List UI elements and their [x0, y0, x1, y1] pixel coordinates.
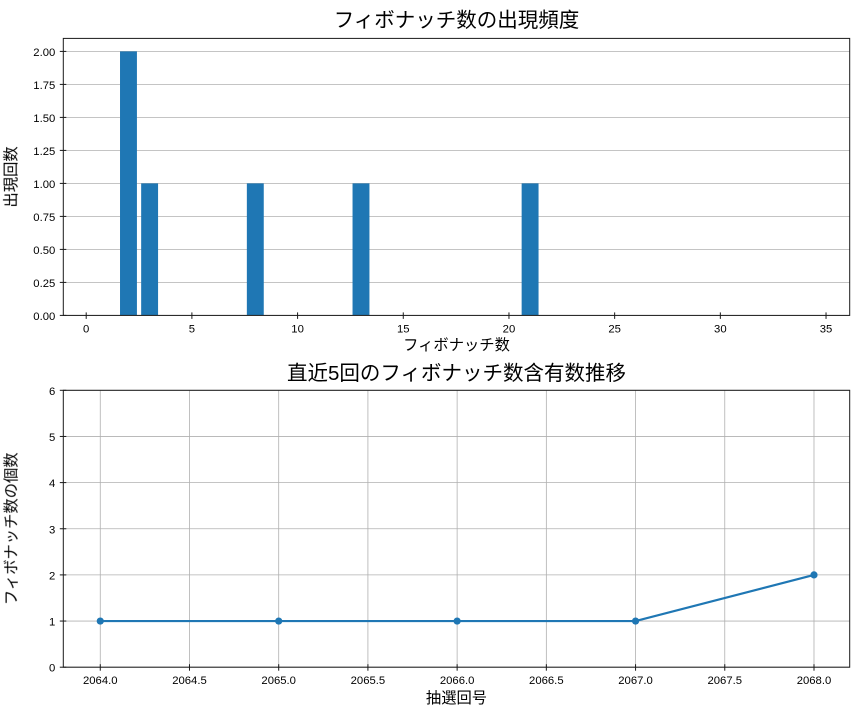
svg-text:2065.5: 2065.5 [351, 675, 386, 687]
svg-text:2067.5: 2067.5 [707, 675, 742, 687]
svg-text:5: 5 [189, 323, 195, 335]
svg-text:フィボナッチ数: フィボナッチ数 [403, 337, 510, 354]
svg-text:0.75: 0.75 [33, 212, 55, 224]
svg-text:1.00: 1.00 [33, 179, 55, 191]
svg-text:1: 1 [49, 617, 55, 629]
svg-text:2068.0: 2068.0 [797, 675, 832, 687]
svg-text:1.75: 1.75 [33, 80, 55, 92]
svg-text:25: 25 [608, 323, 621, 335]
svg-text:20: 20 [503, 323, 516, 335]
svg-text:2064.0: 2064.0 [83, 675, 118, 687]
svg-text:10: 10 [291, 323, 304, 335]
svg-text:抽選回号: 抽選回号 [426, 690, 487, 707]
svg-text:2.00: 2.00 [33, 47, 55, 59]
svg-text:1.25: 1.25 [33, 146, 55, 158]
svg-text:0: 0 [83, 323, 89, 335]
svg-text:2066.5: 2066.5 [529, 675, 564, 687]
svg-text:直近5回のフィボナッチ数含有数推移: 直近5回のフィボナッチ数含有数推移 [287, 362, 626, 385]
svg-text:0.25: 0.25 [33, 278, 55, 290]
svg-text:2065.0: 2065.0 [261, 675, 296, 687]
svg-text:2066.0: 2066.0 [440, 675, 475, 687]
svg-text:3: 3 [49, 524, 55, 536]
svg-text:35: 35 [820, 323, 833, 335]
svg-text:0: 0 [49, 663, 55, 675]
svg-text:4: 4 [49, 478, 55, 490]
svg-text:15: 15 [397, 323, 410, 335]
svg-text:2067.0: 2067.0 [618, 675, 653, 687]
svg-text:6: 6 [49, 386, 55, 398]
svg-text:出現回数: 出現回数 [3, 146, 20, 207]
svg-text:0.00: 0.00 [33, 311, 55, 323]
svg-text:2: 2 [49, 570, 55, 582]
svg-text:フィボナッチ数の出現頻度: フィボナッチ数の出現頻度 [334, 9, 580, 32]
svg-text:1.50: 1.50 [33, 113, 55, 125]
svg-text:5: 5 [49, 432, 55, 444]
svg-text:2064.5: 2064.5 [172, 675, 207, 687]
svg-text:30: 30 [714, 323, 727, 335]
svg-text:0.50: 0.50 [33, 245, 55, 257]
svg-text:フィボナッチ数の個数: フィボナッチ数の個数 [3, 452, 20, 605]
